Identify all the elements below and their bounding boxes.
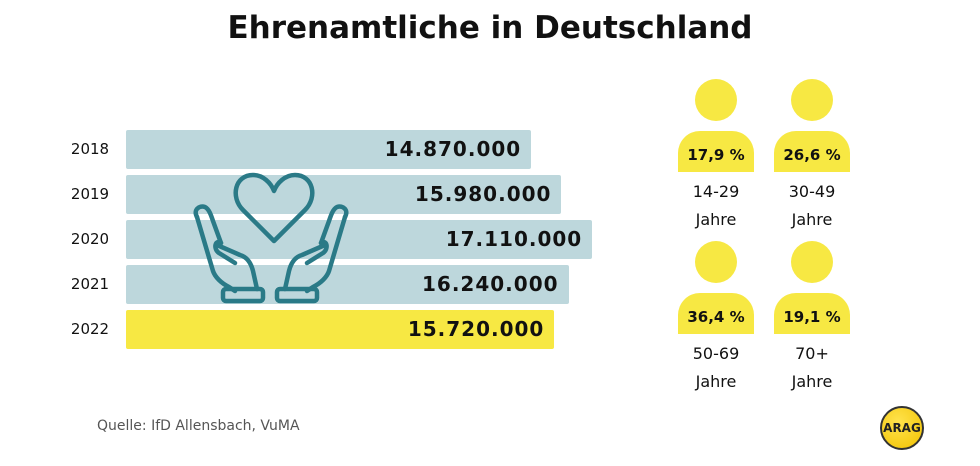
age-range: 70+ bbox=[795, 344, 829, 363]
age-unit: Jahre bbox=[791, 210, 833, 229]
age-label: 30-49 Jahre bbox=[762, 178, 862, 234]
logo-text: ARAG bbox=[883, 421, 921, 435]
age-percent: 17,9 % bbox=[678, 131, 754, 172]
age-label: 70+ Jahre bbox=[762, 340, 862, 396]
age-percent: 19,1 % bbox=[774, 293, 850, 334]
year-label: 2019 bbox=[70, 185, 110, 203]
source-note: Quelle: IfD Allensbach, VuMA bbox=[97, 418, 300, 434]
age-label: 50-69 Jahre bbox=[666, 340, 766, 396]
person-head-icon bbox=[791, 79, 833, 121]
bar-2018 bbox=[126, 130, 532, 169]
age-range: 50-69 bbox=[692, 344, 740, 363]
arag-logo: ARAG bbox=[880, 406, 924, 450]
bar-2022 bbox=[126, 310, 555, 349]
year-label: 2020 bbox=[70, 230, 110, 248]
person-head-icon bbox=[791, 241, 833, 283]
person-head-icon bbox=[695, 241, 737, 283]
bar-value-label: 16.240.000 bbox=[422, 272, 559, 296]
bar-value-label: 17.110.000 bbox=[445, 227, 583, 251]
bar-value-label: 14.870.000 bbox=[384, 137, 522, 161]
bar-2021 bbox=[126, 265, 569, 304]
bar-value-label: 15.720.000 bbox=[407, 317, 545, 341]
bar-value-label: 15.980.000 bbox=[414, 182, 552, 206]
age-unit: Jahre bbox=[695, 372, 737, 391]
age-label: 14-29 Jahre bbox=[666, 178, 766, 234]
chart-title: Ehrenamtliche in Deutschland bbox=[227, 10, 753, 46]
age-unit: Jahre bbox=[791, 372, 833, 391]
person-head-icon bbox=[695, 79, 737, 121]
age-range: 30-49 bbox=[788, 182, 836, 201]
year-label: 2021 bbox=[70, 275, 110, 293]
age-range: 14-29 bbox=[692, 182, 740, 201]
year-label: 2022 bbox=[70, 320, 110, 338]
hands-heart-icon bbox=[193, 172, 349, 304]
age-percent: 26,6 % bbox=[774, 131, 850, 172]
year-label: 2018 bbox=[70, 140, 110, 158]
age-unit: Jahre bbox=[695, 210, 737, 229]
age-percent: 36,4 % bbox=[678, 293, 754, 334]
